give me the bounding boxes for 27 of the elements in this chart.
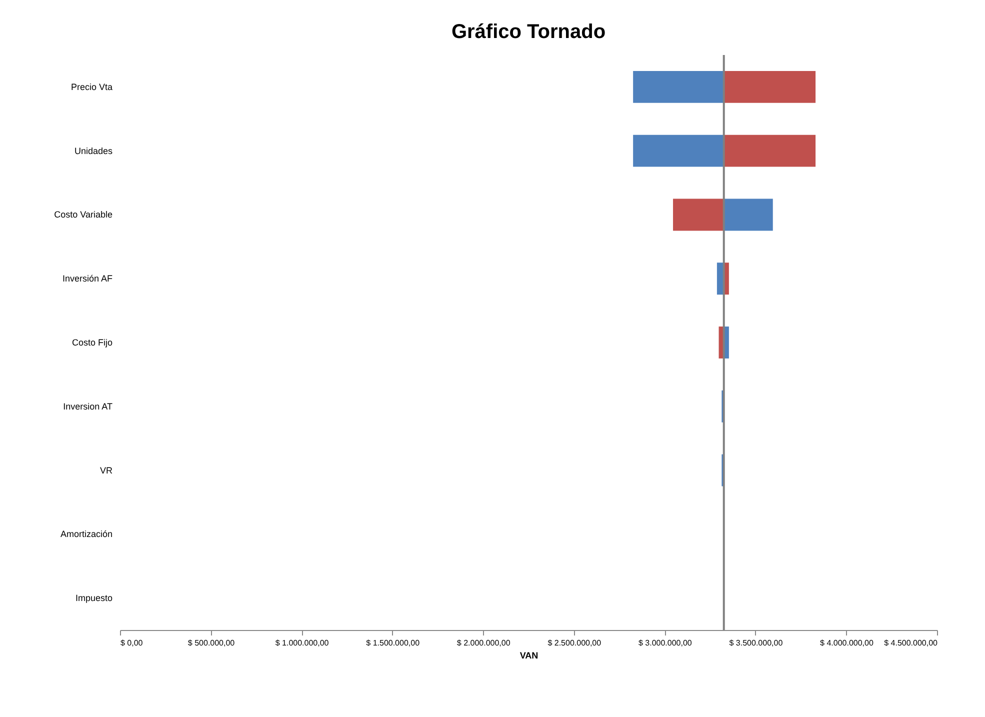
y-tick-label: Precio Vta — [70, 82, 112, 92]
x-tick-label: $ 1.500.000,00 — [366, 638, 420, 648]
x-tick-label: $ 1.000.000,00 — [275, 638, 330, 648]
x-tick-label: $ 4.000.000,00 — [820, 638, 874, 648]
y-tick-label: Costo Fijo — [72, 338, 112, 348]
x-tick-label: $ 4.500.000,00 — [884, 638, 938, 648]
x-tick-label: $ 2.000.000,00 — [456, 638, 511, 648]
y-tick-label: Costo Variable — [54, 210, 112, 220]
bar — [724, 198, 773, 231]
bar — [724, 70, 816, 103]
y-tick-label: VR — [100, 465, 113, 476]
y-tick-label: Inversión AF — [62, 274, 113, 284]
bar — [724, 134, 816, 167]
bar — [633, 70, 724, 103]
x-tick-label: $ 0,00 — [120, 638, 144, 648]
bar — [673, 198, 724, 231]
y-tick-label: Impuesto — [75, 593, 112, 604]
x-axis-title: VAN — [520, 650, 538, 660]
y-tick-label: Amortización — [60, 529, 112, 540]
chart-title: Gráfico Tornado — [451, 21, 606, 43]
y-tick-label: Inversion AT — [63, 401, 113, 412]
bar — [633, 134, 724, 167]
x-tick-label: $ 3.500.000,00 — [729, 638, 784, 648]
y-tick-label: Unidades — [74, 146, 113, 156]
x-tick-label: $ 500.000,00 — [188, 638, 236, 648]
x-tick-label: $ 3.000.000,00 — [638, 638, 692, 648]
x-tick-label: $ 2.500.000,00 — [548, 638, 602, 648]
